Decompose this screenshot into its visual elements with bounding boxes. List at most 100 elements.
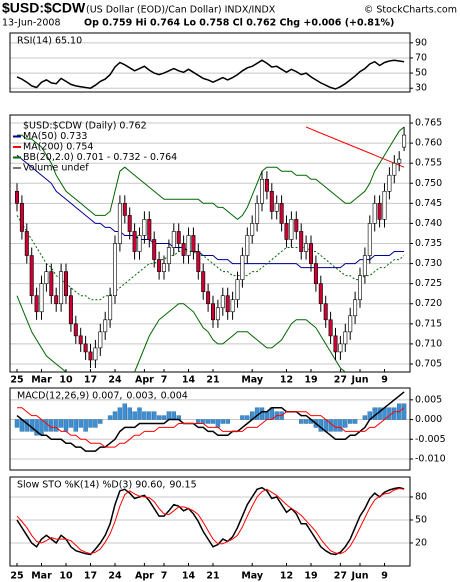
x-tick-label: 19 <box>304 375 317 386</box>
candle-body <box>132 231 137 252</box>
candle-body <box>29 255 34 297</box>
y-tick-label: 0.730 <box>415 258 442 269</box>
x-tick-label: Jun <box>350 375 368 386</box>
y-tick-label: 0.755 <box>415 158 442 169</box>
candle-body <box>274 203 279 212</box>
candle-body <box>196 251 201 272</box>
quote: Op 0.759 Hi 0.764 Lo 0.758 Cl 0.762 Chg … <box>84 18 394 29</box>
x-tick-label: 10 <box>59 375 73 386</box>
histogram-bar <box>68 419 74 428</box>
histogram-bar <box>200 419 206 424</box>
panel-frame <box>9 32 411 93</box>
y-tick-label: 0.000 <box>415 414 442 425</box>
x-tick-label: Apr <box>135 375 154 386</box>
x-tick-label: Mar <box>31 375 52 386</box>
candle-body <box>39 283 44 313</box>
y-tick-label: 0.720 <box>415 298 442 309</box>
candle-body <box>308 243 313 264</box>
histogram-bar <box>348 419 353 424</box>
line <box>16 391 405 452</box>
histogram-bar <box>240 415 245 420</box>
y-tick-label: 0.705 <box>415 358 442 369</box>
histogram-bar <box>161 415 167 420</box>
source: © StockCharts.com <box>364 5 457 16</box>
candle-body <box>353 299 358 317</box>
histogram-bar <box>63 419 69 432</box>
candle-body <box>15 190 20 204</box>
y-tick-label: 90 <box>415 37 427 48</box>
candle-body <box>250 223 255 236</box>
candle-body <box>304 243 309 252</box>
x-tick-label: 19 <box>304 571 317 582</box>
candle-body <box>323 303 328 321</box>
histogram-bar <box>83 419 88 432</box>
candle-body <box>294 219 299 232</box>
candle-body <box>103 319 108 333</box>
candle-body <box>49 271 54 297</box>
candle-body <box>289 219 294 240</box>
x-tick-label: May <box>241 571 264 582</box>
histogram-bar <box>34 419 39 436</box>
candle-body <box>225 295 230 313</box>
candle-body <box>54 295 59 305</box>
histogram-bar <box>137 407 142 420</box>
histogram-bar <box>245 415 250 420</box>
histogram-bar <box>264 411 270 420</box>
candle-body <box>211 303 216 321</box>
y-tick-label: 0.765 <box>415 118 442 129</box>
candle-body <box>93 347 98 361</box>
histogram-bar <box>117 407 123 420</box>
candle-body <box>348 315 353 333</box>
candle-body <box>152 239 157 260</box>
line <box>16 295 347 372</box>
histogram-bar <box>49 419 54 432</box>
histogram-bar <box>151 411 157 420</box>
x-tick-label: 25 <box>10 571 23 582</box>
candle-body <box>240 255 245 280</box>
histogram-bar <box>78 419 83 428</box>
x-tick-label: 9 <box>381 571 388 582</box>
histogram-bar <box>225 419 230 424</box>
histogram-bar <box>328 419 333 432</box>
histogram-bar <box>127 407 132 420</box>
candle-body <box>122 203 127 216</box>
y-tick-label: 0.750 <box>415 178 442 189</box>
histogram-bar <box>338 419 343 432</box>
histogram-bar <box>156 415 162 420</box>
candle-body <box>147 219 152 240</box>
candle-body <box>162 263 167 272</box>
y-tick-label: -0.005 <box>415 434 446 445</box>
y-tick-label: 50 <box>415 514 427 525</box>
candle-body <box>333 335 338 353</box>
histogram-bar <box>107 415 113 420</box>
histogram-bar <box>215 419 221 428</box>
histogram-bar <box>205 419 211 424</box>
x-tick-label: 25 <box>10 375 23 386</box>
candle-body <box>318 283 323 305</box>
histogram-bar <box>39 419 44 436</box>
x-tick-label: 17 <box>84 375 97 386</box>
candle-body <box>181 243 186 256</box>
histogram-bar <box>112 411 118 420</box>
histogram-bar <box>299 419 304 424</box>
x-tick-label: 24 <box>108 571 122 582</box>
candle-body <box>117 203 122 244</box>
candle-body <box>166 247 171 264</box>
histogram-bar <box>392 407 397 420</box>
histogram-bar <box>220 419 226 424</box>
candle-body <box>313 263 318 284</box>
candle-body <box>387 174 392 192</box>
candle-body <box>328 319 333 337</box>
histogram-bar <box>88 419 93 428</box>
x-tick-label: Mar <box>31 571 52 582</box>
candle-body <box>186 235 191 256</box>
y-tick-label: -0.010 <box>415 453 446 464</box>
candle-body <box>284 223 289 240</box>
histogram-bar <box>210 419 216 424</box>
histogram-bar <box>142 411 147 420</box>
x-tick-label: 17 <box>84 571 97 582</box>
candle-body <box>235 279 240 301</box>
x-tick-label: 7 <box>161 571 168 582</box>
candle-body <box>201 271 206 292</box>
candle-body <box>206 291 211 305</box>
